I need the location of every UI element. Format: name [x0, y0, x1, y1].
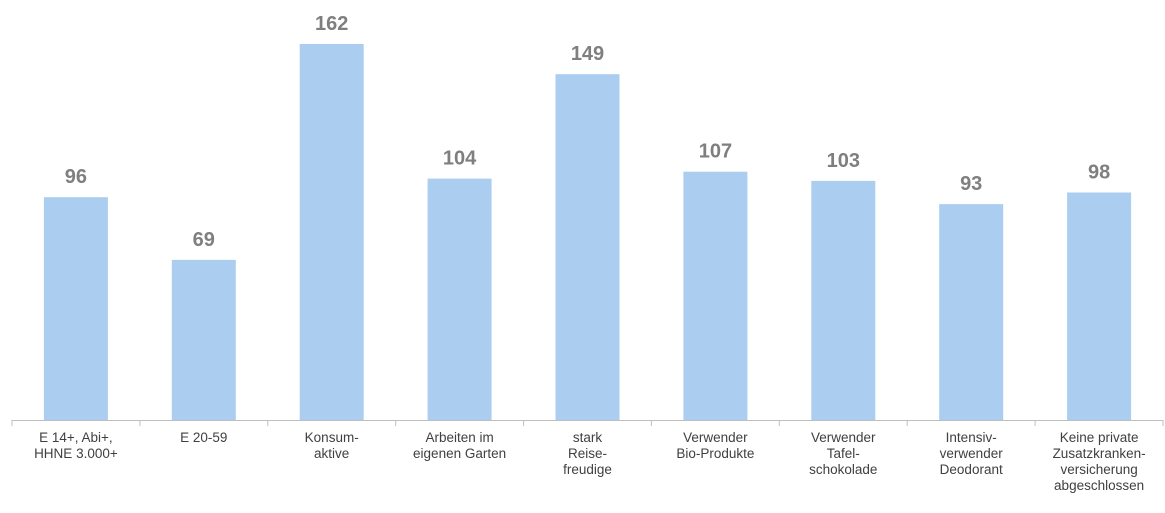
category-label-line: Verwender — [811, 430, 876, 445]
category-label-line: E 14+, Abi+, — [39, 430, 113, 445]
category-label: Arbeiten im eigenen Garten — [413, 430, 506, 461]
category-label: Verwender Bio-Produkte — [676, 430, 754, 461]
category-label-line: schokolade — [809, 462, 877, 477]
bar-value-label: 107 — [699, 141, 732, 163]
category-label-line: Reise- — [568, 446, 607, 461]
category-label-line: freudige — [563, 462, 612, 477]
category-label-line: Arbeiten im — [425, 430, 493, 445]
category-label-line: Bio-Produkte — [676, 446, 754, 461]
category-label-line: E 20-59 — [180, 430, 227, 445]
category-label-line: stark — [573, 430, 603, 445]
bar-value-label: 96 — [65, 166, 87, 188]
category-label-line: Konsum- — [305, 430, 359, 445]
category-label: stark Reise-freudige — [563, 430, 612, 477]
bar-value-label: 69 — [193, 229, 215, 251]
category-label-line: abgeschlossen — [1054, 478, 1144, 493]
bar — [171, 259, 236, 420]
category-label: E 14+, Abi+, HHNE 3.000+ — [34, 430, 118, 461]
category-label-line: verwender — [940, 446, 1004, 461]
bar — [939, 204, 1004, 420]
category-label-line: Deodorant — [940, 462, 1003, 477]
bar — [555, 74, 620, 420]
bar-value-label: 104 — [443, 148, 477, 170]
category-label: Konsum-aktive — [305, 430, 359, 461]
category-label-line: Keine private — [1060, 430, 1139, 445]
bar-value-label: 149 — [571, 43, 604, 65]
bar-value-label: 162 — [315, 13, 348, 35]
category-label-line: Tafel- — [827, 446, 860, 461]
category-label-line: Verwender — [683, 430, 748, 445]
category-label: Intensiv-verwender Deodorant — [940, 430, 1004, 477]
category-label-line: HHNE 3.000+ — [34, 446, 118, 461]
category-label-line: versicherung — [1060, 462, 1137, 477]
category-label: Verwender Tafel-schokolade — [809, 430, 877, 477]
category-label-line: aktive — [314, 446, 349, 461]
x-axis-ticks-group — [11, 420, 1164, 426]
value-labels-group: 96 69 162 104 149 107 103 93 98 — [65, 13, 1110, 251]
bar-value-label: 93 — [960, 173, 982, 195]
category-label-line: Zusatzkranken- — [1053, 446, 1146, 461]
bar — [1067, 192, 1132, 420]
bar — [427, 178, 492, 420]
bar — [683, 171, 748, 420]
bar-value-label: 98 — [1088, 162, 1110, 184]
category-label: E 20-59 — [180, 430, 227, 445]
category-labels-group: E 14+, Abi+, HHNE 3.000+ E 20-59 Konsum-akt… — [34, 430, 1146, 493]
bar — [299, 44, 364, 420]
category-label-line: eigenen Garten — [413, 446, 506, 461]
category-label: Keine private Zusatzkranken-versicherung a… — [1053, 430, 1146, 493]
bar — [811, 180, 876, 420]
bar — [43, 197, 108, 420]
bars-group — [43, 44, 1132, 420]
category-label-line: Intensiv- — [946, 430, 997, 445]
bar-value-label: 103 — [827, 150, 860, 172]
